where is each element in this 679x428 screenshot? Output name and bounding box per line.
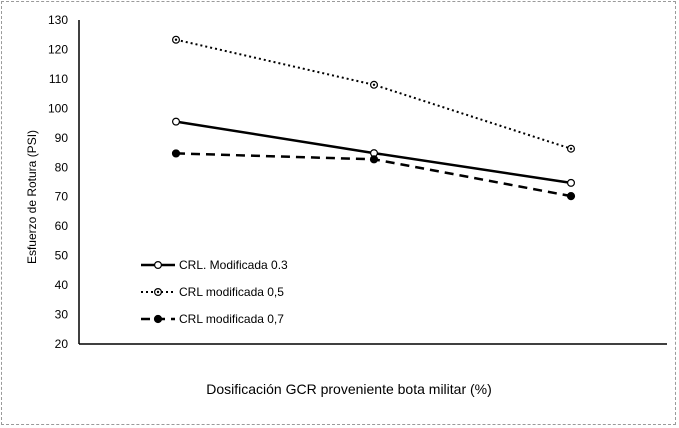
y-tick-label: 60 [55, 219, 69, 233]
data-point [171, 149, 181, 158]
marker-center [372, 83, 376, 87]
data-point [369, 155, 379, 164]
legend-label: CRL modificada 0,7 [179, 312, 284, 326]
marker-center [174, 38, 178, 41]
legend-marker [154, 288, 163, 297]
y-tick-label: 40 [55, 278, 69, 292]
legend-item: CRL modificada 0,5 [141, 285, 284, 299]
series-1 [172, 117, 575, 187]
series-2 [172, 35, 575, 153]
marker-center [156, 290, 160, 294]
series-line [175, 38, 572, 150]
y-tick-label: 50 [55, 249, 69, 263]
y-tick-label: 90 [55, 131, 69, 145]
marker-center [569, 147, 573, 150]
legend-marker [153, 314, 163, 324]
y-tick-label: 130 [48, 13, 68, 27]
data-point [566, 192, 576, 201]
y-tick-label: 110 [49, 72, 68, 86]
y-tick-label: 100 [48, 101, 68, 115]
series-layer [171, 35, 576, 201]
y-tick-label: 30 [55, 308, 69, 322]
data-point [370, 80, 379, 89]
legend-label: CRL. Modificada 0.3 [179, 258, 288, 272]
y-tick-label: 120 [48, 42, 68, 56]
y-tick-label: 80 [55, 160, 69, 174]
data-point [172, 35, 181, 44]
legend-label: CRL modificada 0,5 [179, 285, 284, 299]
legend-marker [154, 261, 163, 270]
series-3 [171, 149, 576, 201]
legend-item: CRL modificada 0,7 [141, 312, 284, 326]
y-axis-label: Esfuerzo de Rotura (PSI) [25, 130, 39, 264]
legend: CRL. Modificada 0.3 CRL modificada 0,5 CRL… [141, 258, 288, 326]
data-point [566, 178, 575, 187]
y-tick-label: 70 [55, 190, 69, 204]
y-tick-label: 20 [55, 337, 69, 351]
data-point [566, 144, 575, 153]
y-axis-ticks: 20 30 40 50 60 70 80 90 100 110 120 130 [48, 13, 68, 351]
x-axis-label: Dosificación GCR proveniente bota milita… [206, 381, 492, 397]
data-point [172, 117, 181, 126]
legend-item: CRL. Modificada 0.3 [141, 258, 288, 272]
